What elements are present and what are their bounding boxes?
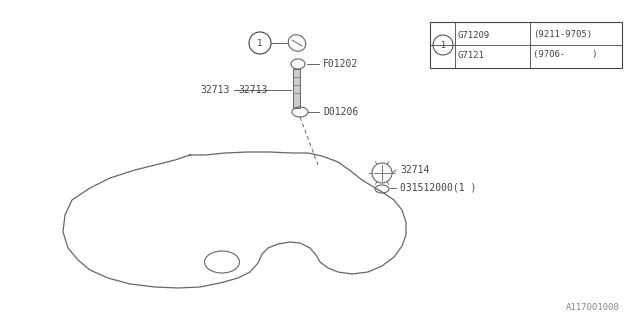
Text: 1: 1	[440, 41, 445, 50]
Text: (9706-     ): (9706- )	[533, 51, 598, 60]
Text: F01202: F01202	[323, 59, 358, 69]
Text: G71209: G71209	[458, 30, 490, 39]
Bar	[293, 69, 300, 108]
Text: 1: 1	[257, 38, 263, 47]
Text: 32714: 32714	[400, 165, 429, 175]
Text: 32713: 32713	[238, 85, 268, 95]
Bar	[430, 22, 622, 68]
Text: (9211-9705): (9211-9705)	[533, 30, 592, 39]
Text: A117001008: A117001008	[566, 303, 620, 312]
Text: 32713: 32713	[200, 85, 229, 95]
Text: 031512000(1 ): 031512000(1 )	[400, 183, 476, 193]
Text: D01206: D01206	[323, 107, 358, 117]
Text: G7121: G7121	[458, 51, 485, 60]
